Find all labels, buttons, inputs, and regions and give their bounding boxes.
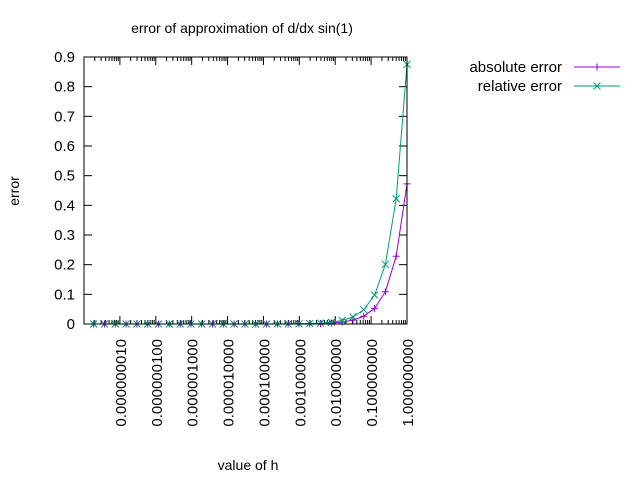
y-tick-label: 0.5 — [54, 168, 75, 185]
data-point — [316, 319, 325, 327]
data-point — [392, 194, 401, 203]
x-tick-label: 0.010000000 — [328, 339, 345, 427]
y-axis-label: error — [6, 176, 22, 206]
data-point — [360, 312, 368, 320]
x-tick-label: 0.000001000 — [185, 339, 202, 427]
data-point — [371, 304, 379, 312]
legend-label: absolute error — [469, 59, 562, 76]
axis-ticks: 0 0.1 0.2 0.3 0.4 0.5 0.6 0.7 0.8 0.9 0.000000010 0… — [54, 49, 417, 427]
series-line — [93, 183, 408, 325]
y-tick-label: 0.6 — [54, 138, 75, 155]
data-point — [327, 319, 335, 327]
y-tick-label: 0.9 — [54, 49, 75, 66]
y-tick-label: 0.1 — [54, 286, 75, 303]
y-tick-label: 0.3 — [54, 227, 75, 244]
series-0 — [90, 180, 411, 328]
data-point — [381, 288, 389, 296]
x-tick-label: 0.100000000 — [364, 339, 381, 427]
data-point — [392, 252, 400, 260]
data-point — [359, 305, 368, 314]
plot-frame — [83, 56, 408, 325]
data-point — [349, 316, 357, 324]
y-tick-label: 0.4 — [54, 197, 75, 214]
x-tick-label: 0.000000010 — [113, 339, 130, 427]
x-tick-label: 0.000100000 — [256, 339, 273, 427]
data-point — [349, 313, 357, 321]
y-tick-label: 0.2 — [54, 257, 75, 274]
chart-title: error of approximation of d/dx sin(1) — [131, 20, 353, 36]
legend-label: relative error — [478, 78, 562, 95]
legend-marker — [593, 82, 601, 90]
y-tick-label: 0.8 — [54, 79, 75, 96]
y-tick-label: 0 — [67, 316, 75, 333]
legend: absolute error relative error — [469, 59, 620, 95]
series-1 — [89, 60, 411, 328]
legend-marker — [593, 63, 601, 71]
data-point — [381, 260, 390, 269]
data-point — [338, 316, 347, 325]
x-tick-label: 0.001000000 — [292, 339, 309, 427]
x-tick-label: 0.000000100 — [149, 339, 166, 427]
x-tick-label: 0.000010000 — [221, 339, 238, 427]
y-tick-label: 0.7 — [54, 108, 75, 125]
x-axis-label: value of h — [218, 457, 279, 473]
series-line — [93, 64, 408, 325]
x-tick-label: 1.000000000 — [400, 339, 417, 427]
series-layer — [89, 60, 411, 328]
data-point — [327, 318, 336, 327]
data-point — [370, 291, 379, 299]
